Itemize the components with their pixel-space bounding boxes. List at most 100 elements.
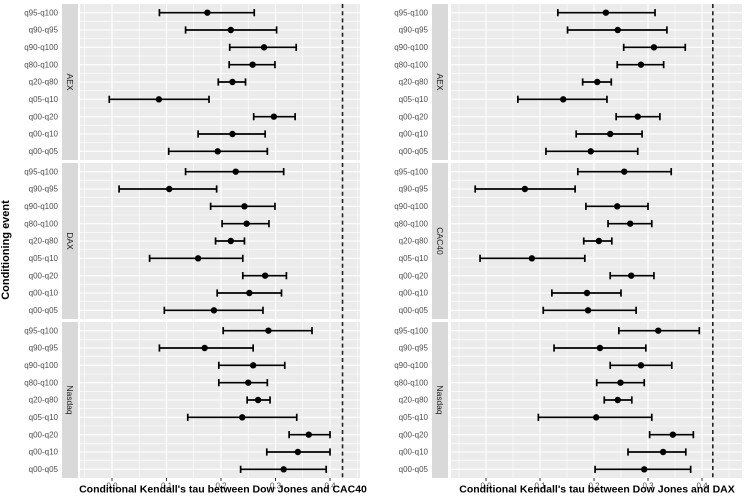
facet-strip-label: Nasdaq xyxy=(435,385,445,415)
point-estimate xyxy=(229,78,236,86)
point-estimate xyxy=(607,130,614,138)
point-estimate xyxy=(239,414,246,421)
error-bar xyxy=(265,448,331,456)
y-tick-label: q90-q100 xyxy=(24,202,58,211)
point-estimate xyxy=(241,203,248,210)
point-estimate xyxy=(155,96,163,103)
facet-DAX: DAX q95-q100 q90-q95 q90-q100 q80-q100 q20-q8… xyxy=(24,163,360,319)
y-tick-label: q95-q100 xyxy=(24,326,58,335)
point-estimate xyxy=(617,379,624,386)
y-tick-label: q00-q20 xyxy=(399,271,429,280)
point-estimate xyxy=(584,307,592,314)
point-estimate xyxy=(634,113,641,120)
y-tick-label: q00-q10 xyxy=(399,448,429,457)
point-estimate xyxy=(265,327,272,334)
error-bar xyxy=(609,361,673,369)
error-bar xyxy=(217,78,247,86)
error-bar xyxy=(617,327,701,335)
error-bar xyxy=(648,431,695,439)
point-estimate xyxy=(637,61,645,68)
point-estimate xyxy=(194,255,202,262)
point-estimate xyxy=(294,448,302,456)
point-estimate xyxy=(270,113,278,120)
error-bar xyxy=(616,61,665,69)
point-estimate xyxy=(587,148,594,155)
error-bar xyxy=(217,379,269,387)
plot-render-root: AEX q95-q100 q90-q95 q90-q100 q80-q100 q20-q8… xyxy=(24,4,742,491)
y-tick-label: q80-q100 xyxy=(394,219,428,228)
facet-strip-label: Nasdaq xyxy=(65,385,75,415)
error-bar xyxy=(556,9,656,17)
y-tick-label: q05-q10 xyxy=(29,95,59,104)
y-tick-label: q00-q20 xyxy=(29,271,59,280)
x-tick-label: 0.4 xyxy=(324,482,336,491)
x-axis-title-left: Conditional Kendall's tau between Dow Jo… xyxy=(79,484,367,496)
point-estimate xyxy=(166,185,173,193)
y-tick-label: q00-q05 xyxy=(29,306,59,315)
y-tick-label: q80-q100 xyxy=(24,378,58,387)
y-tick-label: q90-q100 xyxy=(24,361,58,370)
point-estimate xyxy=(305,431,312,438)
facet-AEX: AEX q95-q100 q90-q95 q90-q100 q80-q100 q20-q8… xyxy=(24,4,360,160)
y-tick-label: q95-q100 xyxy=(394,326,428,335)
point-estimate xyxy=(229,130,236,138)
point-estimate xyxy=(214,148,221,155)
point-estimate xyxy=(246,289,253,297)
panel-right: AEX q95-q100 q90-q95 q90-q100 q80-q100 q20-q8… xyxy=(394,4,742,491)
error-bar xyxy=(252,113,296,121)
x-tick-label: 0.0 xyxy=(106,482,118,491)
y-tick-label: q80-q100 xyxy=(24,219,58,228)
point-estimate xyxy=(261,272,269,279)
error-bar xyxy=(108,95,210,103)
facet-Nasdaq: Nasdaq q95-q100 q90-q95 q90-q100 q80-q100 q20… xyxy=(394,322,742,478)
error-bar xyxy=(209,202,276,210)
error-bar xyxy=(216,289,283,297)
x-tick-label: 0.3 xyxy=(270,482,282,491)
error-bar xyxy=(239,465,328,473)
y-tick-label: q05-q10 xyxy=(399,413,429,422)
y-tick-label: q95-q100 xyxy=(24,8,58,17)
error-bar xyxy=(576,168,673,176)
error-bar xyxy=(545,147,639,155)
error-bar xyxy=(163,306,264,314)
y-tick-label: q05-q10 xyxy=(29,413,59,422)
error-bar xyxy=(186,413,298,421)
facet-strip xyxy=(432,163,448,319)
point-estimate xyxy=(628,272,635,279)
error-bar xyxy=(603,396,633,404)
y-tick-label: q05-q10 xyxy=(399,95,429,104)
point-estimate xyxy=(243,220,250,227)
x-tick-label: 0.1 xyxy=(161,482,173,491)
y-tick-label: q05-q10 xyxy=(399,254,429,263)
facet-AEX: AEX q95-q100 q90-q95 q90-q100 q80-q100 q20-q8… xyxy=(394,4,742,160)
error-bar xyxy=(585,202,649,210)
error-bar xyxy=(627,448,687,456)
error-bar xyxy=(184,26,278,34)
y-tick-label: q00-q05 xyxy=(399,306,429,315)
point-estimate xyxy=(521,185,529,193)
point-estimate xyxy=(592,414,600,421)
facet-strip xyxy=(432,4,448,160)
point-estimate xyxy=(594,78,601,86)
error-bar xyxy=(622,43,687,51)
point-estimate xyxy=(210,307,218,314)
error-bar xyxy=(118,185,218,193)
point-estimate xyxy=(232,168,239,175)
x-tick-label: 0.2 xyxy=(215,482,227,491)
y-tick-label: q20-q80 xyxy=(399,78,429,87)
point-estimate xyxy=(614,26,621,34)
y-tick-label: q90-q95 xyxy=(29,344,59,353)
point-estimate xyxy=(614,396,621,404)
point-estimate xyxy=(204,9,211,16)
point-estimate xyxy=(621,168,628,175)
y-tick-label: q00-q05 xyxy=(399,147,429,156)
facet-strip-label: DAX xyxy=(65,232,75,250)
point-estimate xyxy=(227,237,235,245)
y-tick-label: q00-q05 xyxy=(29,147,59,156)
y-tick-label: q90-q95 xyxy=(29,26,59,35)
y-tick-label: q00-q20 xyxy=(29,430,59,439)
y-tick-label: q95-q100 xyxy=(394,8,428,17)
x-tick-label: 0.0 xyxy=(480,482,492,491)
y-tick-label: q80-q100 xyxy=(24,60,58,69)
